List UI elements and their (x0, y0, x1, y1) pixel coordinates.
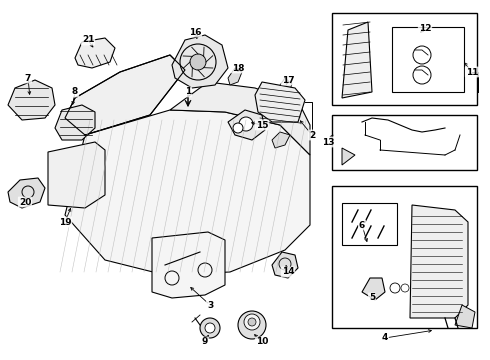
Circle shape (205, 323, 215, 333)
Polygon shape (65, 110, 310, 275)
Text: 4: 4 (382, 333, 388, 342)
Polygon shape (75, 38, 115, 68)
Text: 16: 16 (189, 27, 201, 36)
Circle shape (233, 123, 243, 133)
Text: 21: 21 (82, 36, 94, 45)
Polygon shape (48, 142, 105, 208)
Polygon shape (342, 148, 355, 165)
Polygon shape (170, 82, 310, 155)
Text: 7: 7 (25, 73, 31, 82)
Text: 19: 19 (59, 217, 72, 226)
Polygon shape (272, 132, 290, 148)
Polygon shape (342, 22, 372, 98)
Polygon shape (410, 205, 468, 318)
Circle shape (248, 318, 256, 326)
Text: 18: 18 (232, 63, 244, 72)
Bar (342, 203, 397, 245)
Text: 17: 17 (282, 76, 294, 85)
Text: 3: 3 (207, 301, 213, 310)
Polygon shape (272, 252, 298, 278)
Text: 1: 1 (185, 87, 191, 96)
Bar (332, 13, 477, 105)
Polygon shape (228, 68, 242, 85)
Bar (332, 115, 477, 170)
Text: 2: 2 (309, 131, 315, 140)
Bar (392, 27, 464, 92)
Text: 10: 10 (256, 338, 268, 346)
Text: 11: 11 (466, 68, 478, 77)
Polygon shape (255, 82, 305, 122)
Polygon shape (172, 35, 228, 88)
Text: 15: 15 (256, 121, 268, 130)
Polygon shape (55, 105, 95, 140)
Text: 9: 9 (202, 338, 208, 346)
Circle shape (244, 314, 260, 330)
Polygon shape (8, 178, 45, 208)
Polygon shape (228, 110, 265, 140)
Polygon shape (152, 232, 225, 298)
Polygon shape (278, 78, 292, 95)
Bar (332, 186, 477, 328)
Polygon shape (455, 305, 475, 328)
Circle shape (239, 117, 253, 131)
Circle shape (190, 54, 206, 70)
Text: 5: 5 (369, 293, 375, 302)
Text: 12: 12 (419, 23, 431, 32)
Text: 14: 14 (282, 267, 294, 276)
Circle shape (238, 311, 266, 339)
Polygon shape (65, 55, 185, 135)
Text: 8: 8 (72, 87, 78, 96)
Text: 13: 13 (322, 138, 334, 147)
Text: 6: 6 (359, 220, 365, 230)
Polygon shape (8, 80, 55, 120)
Text: 20: 20 (19, 198, 31, 207)
Circle shape (200, 318, 220, 338)
Polygon shape (362, 278, 385, 300)
